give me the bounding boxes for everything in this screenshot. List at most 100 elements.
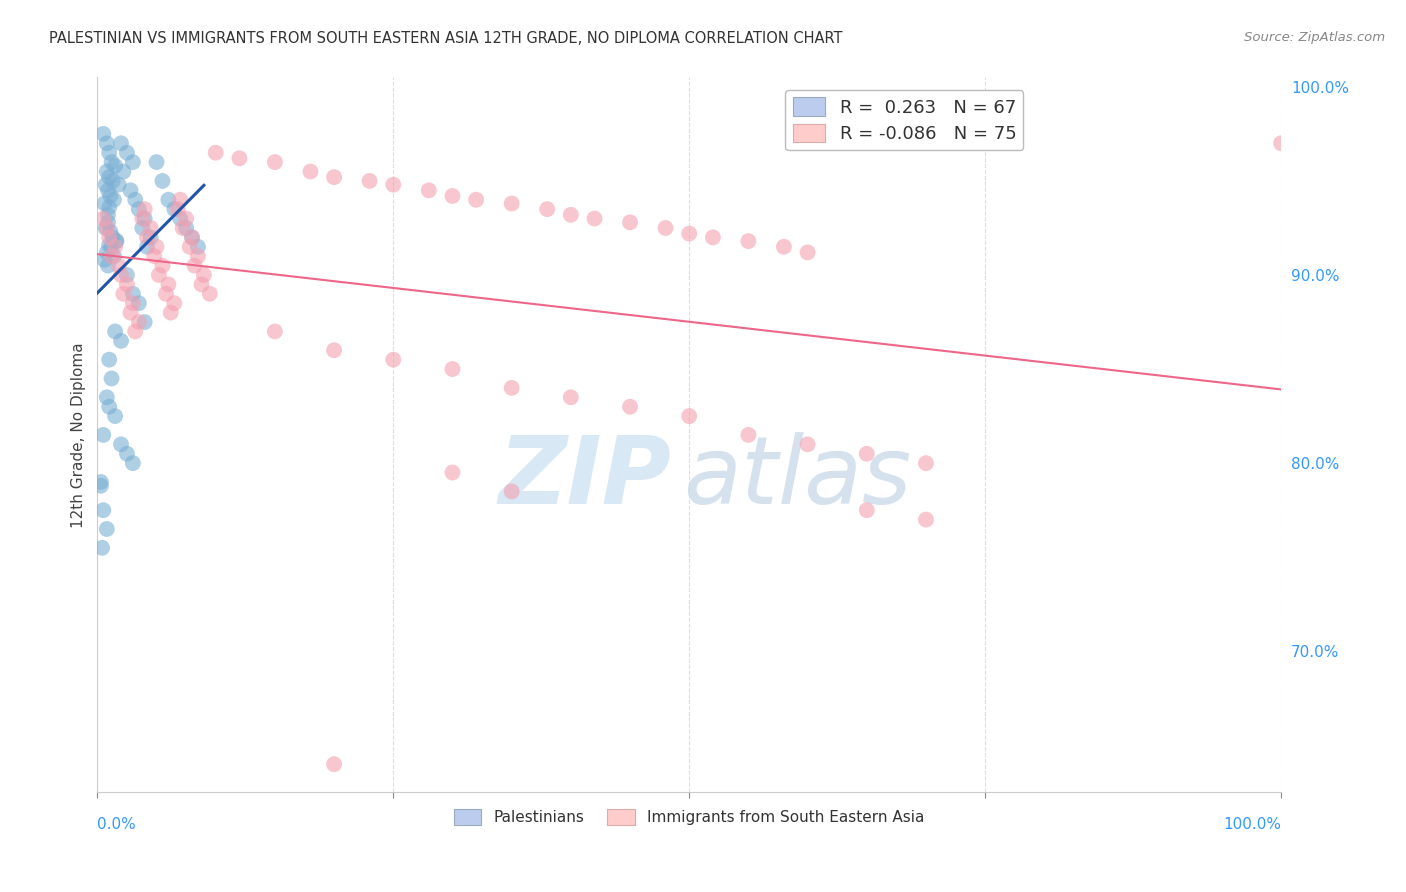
Point <box>93 196 115 211</box>
Point <box>465 193 488 207</box>
Point <box>796 437 818 451</box>
Point <box>98 145 121 160</box>
Point <box>91 428 114 442</box>
Point <box>134 211 156 226</box>
Point <box>134 202 156 216</box>
Point <box>110 136 132 151</box>
Point <box>110 437 132 451</box>
Point <box>104 409 127 423</box>
Point <box>91 541 114 555</box>
Point <box>501 196 523 211</box>
Point <box>105 234 128 248</box>
Point <box>98 200 121 214</box>
Point <box>190 277 212 292</box>
Point <box>773 240 796 254</box>
Point <box>323 757 346 772</box>
Point <box>915 512 938 526</box>
Point <box>96 390 118 404</box>
Point <box>105 234 128 248</box>
Point <box>145 155 167 169</box>
Point <box>120 305 142 319</box>
Point <box>131 221 153 235</box>
Text: 100.0%: 100.0% <box>1223 817 1281 832</box>
Point <box>128 296 150 310</box>
Point <box>678 227 700 241</box>
Point <box>159 305 181 319</box>
Point <box>179 240 201 254</box>
Point <box>100 249 122 263</box>
Point <box>101 174 124 188</box>
Point <box>163 202 186 216</box>
Point <box>441 362 464 376</box>
Point <box>323 170 346 185</box>
Text: Source: ZipAtlas.com: Source: ZipAtlas.com <box>1244 31 1385 45</box>
Point <box>264 155 287 169</box>
Point <box>96 221 118 235</box>
Text: ZIP: ZIP <box>499 432 672 524</box>
Point <box>100 240 122 254</box>
Legend: Palestinians, Immigrants from South Eastern Asia: Palestinians, Immigrants from South East… <box>447 803 931 831</box>
Point <box>174 221 197 235</box>
Point <box>441 189 464 203</box>
Point <box>124 325 146 339</box>
Point <box>299 164 322 178</box>
Point <box>121 286 143 301</box>
Point <box>536 202 558 216</box>
Point <box>104 325 127 339</box>
Point <box>441 466 464 480</box>
Point <box>103 249 125 263</box>
Text: PALESTINIAN VS IMMIGRANTS FROM SOUTH EASTERN ASIA 12TH GRADE, NO DIPLOMA CORRELA: PALESTINIAN VS IMMIGRANTS FROM SOUTH EAS… <box>49 31 842 46</box>
Point <box>323 343 346 358</box>
Point <box>110 334 132 348</box>
Point <box>98 230 121 244</box>
Point <box>98 352 121 367</box>
Point <box>204 145 226 160</box>
Point <box>98 400 121 414</box>
Point <box>855 447 877 461</box>
Point <box>737 234 759 248</box>
Point <box>1270 136 1292 151</box>
Point <box>382 352 405 367</box>
Point <box>157 193 180 207</box>
Point <box>112 164 135 178</box>
Point <box>121 155 143 169</box>
Point <box>100 155 122 169</box>
Point <box>97 183 120 197</box>
Point <box>418 183 440 197</box>
Point <box>678 409 700 423</box>
Point <box>583 211 606 226</box>
Point <box>93 252 115 267</box>
Point <box>97 259 120 273</box>
Point <box>737 428 759 442</box>
Point <box>155 286 177 301</box>
Point <box>619 215 641 229</box>
Point <box>143 249 166 263</box>
Point <box>172 221 194 235</box>
Point <box>94 178 117 192</box>
Point <box>121 296 143 310</box>
Point <box>120 183 142 197</box>
Point <box>104 159 127 173</box>
Point <box>100 371 122 385</box>
Point <box>136 230 159 244</box>
Point <box>90 479 112 493</box>
Point <box>174 211 197 226</box>
Point <box>134 315 156 329</box>
Point <box>187 240 209 254</box>
Point <box>187 249 209 263</box>
Point <box>131 211 153 226</box>
Point <box>183 259 205 273</box>
Point <box>124 193 146 207</box>
Point <box>501 484 523 499</box>
Point <box>97 215 120 229</box>
Point <box>115 145 138 160</box>
Point <box>382 178 405 192</box>
Point <box>166 202 188 216</box>
Point <box>115 268 138 282</box>
Point <box>169 211 191 226</box>
Point <box>501 381 523 395</box>
Point <box>101 230 124 244</box>
Point <box>91 503 114 517</box>
Point <box>90 475 112 489</box>
Text: 0.0%: 0.0% <box>97 817 136 832</box>
